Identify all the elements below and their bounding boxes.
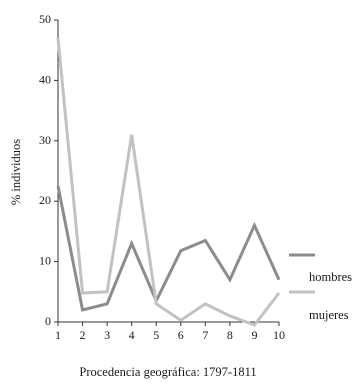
y-tick-label: 10: [39, 254, 51, 268]
legend: hombres mujeres: [289, 253, 352, 322]
x-tick-label: 1: [55, 328, 61, 342]
series-line-mujeres: [56, 37, 281, 327]
axes: 0 10 20 30 40 50 1 2 3 4 5 6 7 8 9 10: [39, 12, 285, 342]
y-tick-label: 20: [39, 193, 51, 207]
legend-label-mujeres: mujeres: [309, 308, 349, 322]
legend-label-hombres: hombres: [309, 270, 352, 284]
x-tick-label: 4: [129, 328, 135, 342]
x-tick-label: 6: [178, 328, 184, 342]
x-tick-label: 9: [251, 328, 257, 342]
x-tick-label: 10: [273, 328, 285, 342]
x-tick-label: 5: [153, 328, 159, 342]
x-tick-label: 7: [202, 328, 208, 342]
y-tick-label: 40: [39, 72, 51, 86]
series-lines: [56, 37, 281, 327]
x-tick-label: 3: [104, 328, 110, 342]
y-tick-label: 0: [45, 314, 51, 328]
y-tick-label: 50: [39, 12, 51, 26]
series-line-hombres: [56, 185, 281, 312]
x-axis-label: Procedencia geográfica: 1797-1811: [79, 365, 256, 379]
x-tick-label: 8: [227, 328, 233, 342]
y-tick-label: 30: [39, 133, 51, 147]
y-axis-label: % individuos: [9, 139, 23, 205]
x-tick-label: 2: [80, 328, 86, 342]
